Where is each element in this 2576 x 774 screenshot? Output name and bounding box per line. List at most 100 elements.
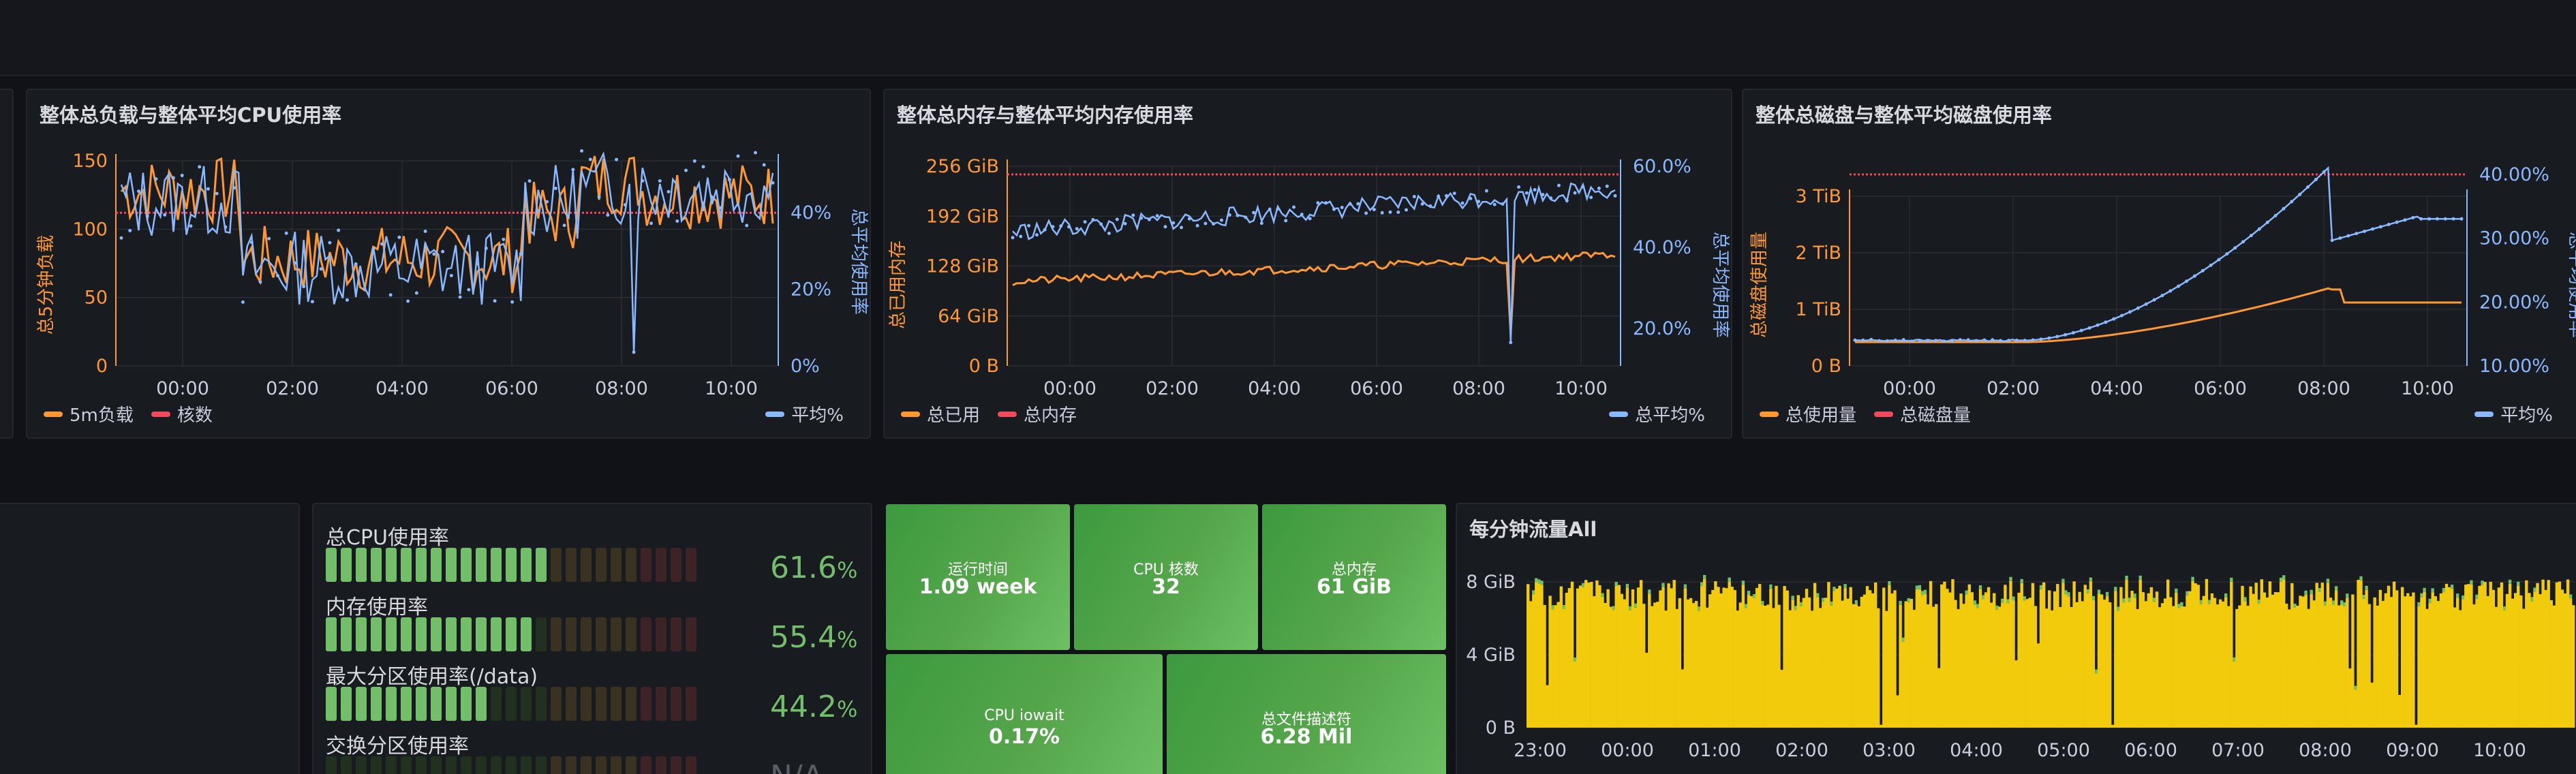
traffic-bar [1967,584,1971,728]
blue-series-point [1227,213,1231,217]
usage-gauges-panel[interactable]: 总CPU使用率 61.6% 内存使用率 55.4% 最大分区使用率(/data) 44.2… [312,503,872,774]
legend-item-avg[interactable]: 总平均% [1609,401,1705,427]
traffic-bar [1744,608,1748,728]
traffic-bar [1854,604,1858,728]
traffic-bar [1587,583,1591,728]
traffic-bar-green [1540,580,1544,585]
traffic-bar [2039,589,2043,728]
blue-series-point [310,300,314,304]
gauge-cell [686,548,696,582]
blue-series-point [1292,205,1296,209]
uptime-stat[interactable]: 运行时间 1.09 week [886,504,1070,650]
traffic-bar [1551,609,1554,728]
traffic-panel[interactable]: 每分钟流量All 8 GiB 4 GiB 0 B 23:00 00:00 01:00 02:… [1456,503,2576,774]
blue-series-point [1027,223,1031,228]
blue-series-point [1276,206,1280,211]
gauge-cell [551,756,562,774]
blue-series-point [2031,338,2035,342]
legend-item-avg[interactable]: 平均% [765,401,844,427]
legend-item-load[interactable]: 5m负载 [44,401,134,427]
gauge-cell [356,548,367,582]
traffic-bar [1567,588,1571,728]
blue-series-point [2427,217,2432,221]
traffic-bar-green [1535,578,1538,583]
traffic-bar-green [2420,593,2423,598]
legend-item-total[interactable]: 总磁盘量 [1874,401,1971,427]
traffic-bar [1824,598,1828,728]
gauge-number: 61.6 [770,551,837,585]
traffic-chart: 8 GiB 4 GiB 0 B23:00 00:00 01:00 02:00 03:00 04… [1466,572,2575,761]
legend-item-total[interactable]: 总内存 [998,401,1077,427]
traffic-bar [2081,601,2084,728]
traffic-bar-green [2470,580,2473,585]
cpu-cores-stat[interactable]: CPU 核数 32 [1074,504,1258,650]
blue-series-point [2257,227,2261,231]
traffic-bar [1656,602,1659,728]
traffic-bar [1576,588,1580,728]
blue-series-point [1316,201,1320,205]
blue-series-point [2047,336,2051,340]
blue-series-point [2217,258,2221,262]
blue-series-point [641,179,645,183]
blue-series-point [1581,185,1585,189]
chart-legend: 总已用 总内存 [901,401,1077,427]
traffic-bar-green [1923,589,1927,594]
blue-series-point [1147,217,1151,221]
traffic-bar [2083,585,2087,728]
blue-series-point [180,174,184,178]
traffic-bar [1838,585,1841,728]
gauge-cell [686,617,696,651]
legend-item-avg[interactable]: 平均% [2474,401,2553,427]
cpu-iowait-stat[interactable]: CPU iowait 0.17% [886,654,1163,774]
disk-panel[interactable]: 整体总磁盘与整体平均磁盘使用率 总磁盘使用量 总平均使用率 3 TiB 2 TiB… [1742,89,2576,439]
traffic-bar-green [2359,576,2363,580]
series-swatch [151,411,170,417]
total-memory-stat[interactable]: 总内存 61 GiB [1262,504,1446,650]
traffic-bar [2072,581,2076,728]
left-tick-label: 3 TiB [1796,186,1841,207]
gauge-cell [611,756,622,774]
traffic-bar-green [1628,606,1632,610]
blue-series-point [1115,217,1119,221]
gauge-cell [326,756,337,774]
x-tick-label: 06:00 [2194,378,2247,399]
traffic-bar-green [1981,595,1985,600]
series-swatch [44,411,63,417]
blue-series-point [484,246,488,250]
blue-series-line [120,151,774,352]
gauge-cell [416,617,427,651]
stat-value: 61 GiB [1317,575,1392,599]
blue-series-point [1091,217,1095,221]
right-tick-label: 0% [791,356,820,377]
legend-item-used[interactable]: 总使用量 [1760,401,1856,427]
blue-series-point [258,280,262,284]
x-tick-label: 08:00 [1452,378,1505,399]
traffic-bar [2450,589,2454,728]
traffic-bar [1796,595,1800,728]
traffic-bar [1628,610,1632,728]
cpu-load-panel[interactable]: 整体总负载与整体平均CPU使用率 总5分钟负载 总平均使用率 150 100 50 0… [26,89,871,439]
gauge-cell [446,756,457,774]
legend-item-used[interactable]: 总已用 [901,401,980,427]
blue-series-point [597,195,601,199]
traffic-bar [1857,606,1861,728]
traffic-bar [1728,581,1731,728]
left-tick-label: 0 B [1811,356,1841,377]
legend-item-cores[interactable]: 核数 [151,401,213,427]
chart-legend-right: 总平均% [1609,401,1705,427]
blue-series-point [1991,338,1995,342]
traffic-bar [1915,589,1919,728]
stats-panel: 运行时间 1.09 week CPU 核数 32 总内存 61 GiB CPU … [885,503,1447,774]
traffic-bar [1973,604,1977,728]
traffic-bar [2293,608,2297,728]
traffic-bar [2114,591,2117,728]
traffic-bar [1593,596,1596,728]
traffic-bar [1733,590,1736,728]
blue-series-point [2419,217,2423,221]
memory-panel[interactable]: 整体总内存与整体平均内存使用率 总已用内存 总平均使用率 256 GiB 192 … [883,89,1732,439]
series-swatch [901,411,920,417]
blue-series-point [2079,328,2083,332]
traffic-bar [2051,610,2054,728]
traffic-bar [1813,583,1817,728]
file-descriptors-stat[interactable]: 总文件描述符 6.28 Mil [1167,654,1446,774]
